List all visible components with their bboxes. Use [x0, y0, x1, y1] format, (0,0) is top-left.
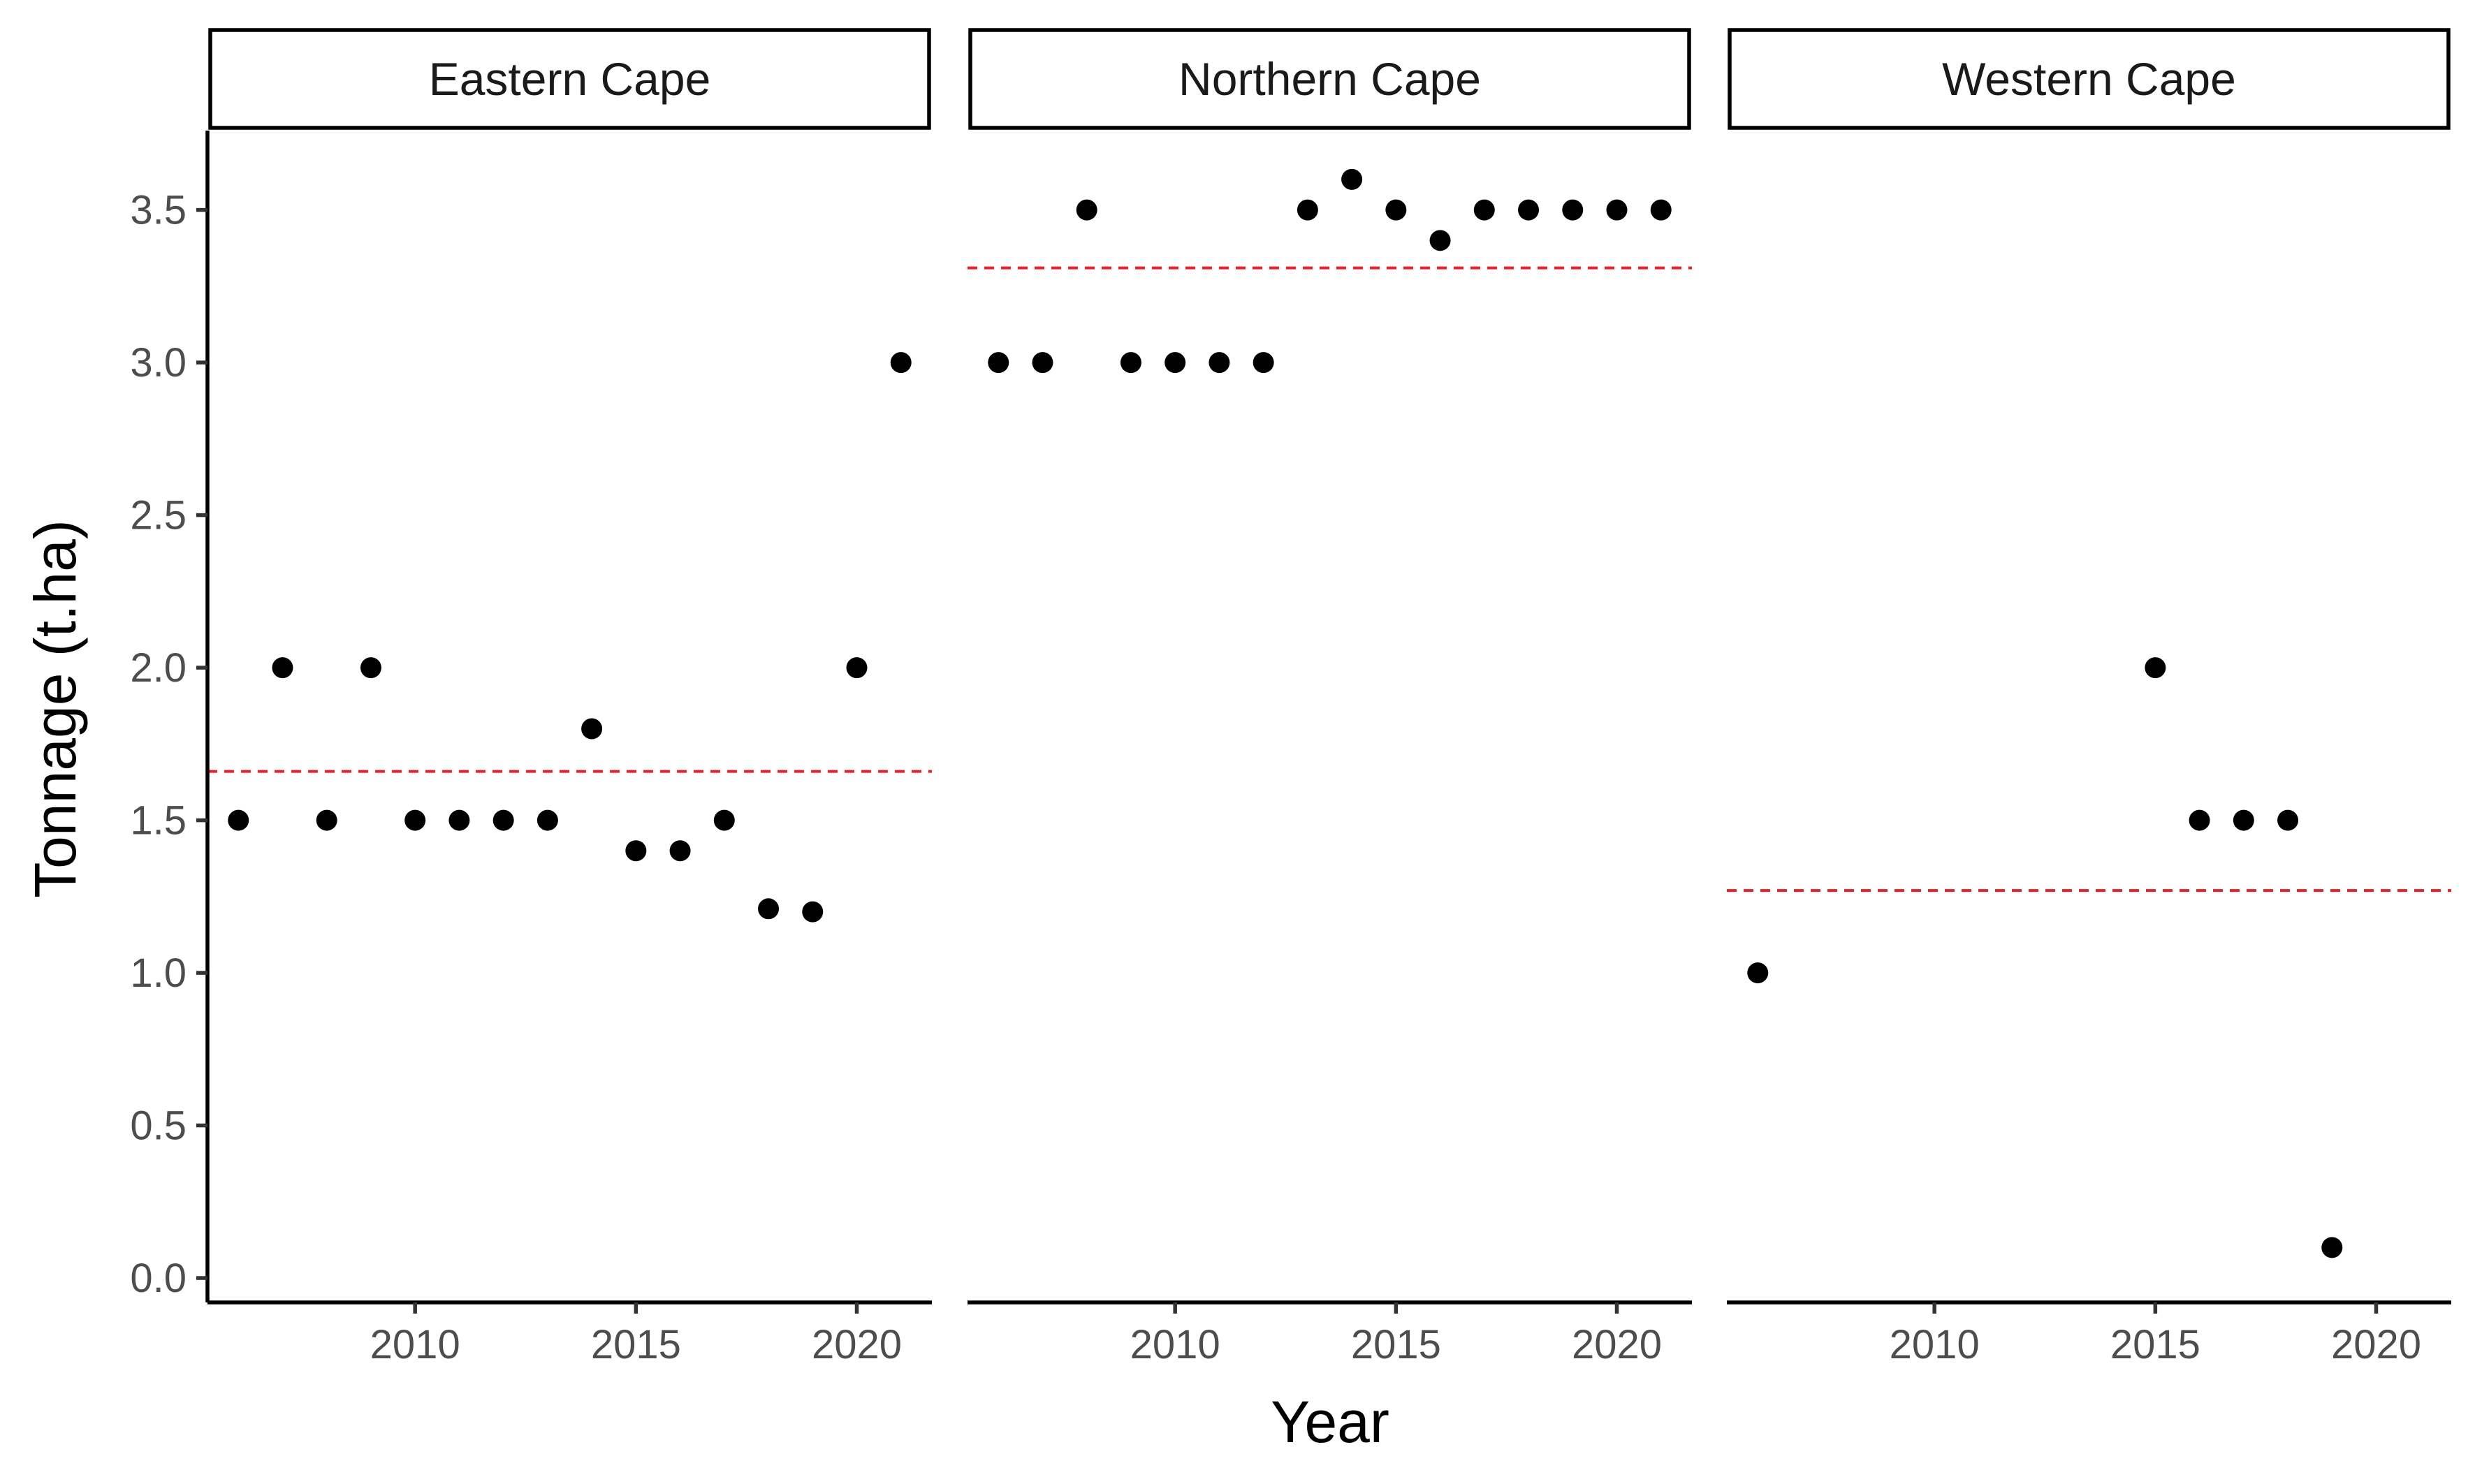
y-axis-title: Tonnage (t.ha) — [22, 520, 88, 898]
data-point — [360, 657, 381, 679]
data-point — [536, 809, 558, 831]
data-point — [581, 718, 603, 740]
facet-strip — [968, 28, 1691, 130]
x-tick-label: 2015 — [2110, 1322, 2200, 1367]
x-tick-label: 2020 — [2331, 1322, 2421, 1367]
data-point — [2145, 657, 2166, 679]
x-tick-label: 2015 — [591, 1322, 681, 1367]
y-axis: 0.0 0.5 1.0 1.5 2.0 2.5 3.0 3.5 — [130, 131, 210, 1302]
y-tick-label: 0.5 — [130, 1103, 187, 1149]
facet-strip — [1728, 28, 2451, 130]
data-point — [625, 840, 647, 862]
y-tick-label: 2.5 — [130, 493, 187, 538]
y-tick-label: 1.5 — [130, 798, 187, 844]
data-point — [1209, 352, 1230, 374]
data-point — [802, 901, 824, 923]
data-point — [1650, 199, 1672, 221]
data-point — [2277, 809, 2299, 831]
facet-title: Eastern Cape — [429, 53, 711, 105]
x-tick-label: 2015 — [1351, 1322, 1441, 1367]
x-tick-label: 2010 — [370, 1322, 460, 1367]
data-point — [1429, 230, 1451, 251]
data-point — [1747, 962, 1769, 984]
x-axis-title: Year — [1271, 1389, 1389, 1455]
data-point — [1076, 199, 1097, 221]
data-point — [1562, 199, 1584, 221]
data-point — [1518, 199, 1540, 221]
y-tick-label: 0.0 — [130, 1256, 187, 1301]
data-point — [1606, 199, 1628, 221]
data-point — [492, 809, 514, 831]
facet-panel-2: Western Cape 2010 2015 2020 — [1727, 28, 2451, 1367]
facet-panel-1: Northern Cape 2010 2015 2020 — [968, 28, 1692, 1367]
data-point — [1385, 199, 1407, 221]
data-point — [1297, 199, 1318, 221]
x-tick-label: 2020 — [1572, 1322, 1662, 1367]
data-point — [1253, 352, 1274, 374]
data-point — [1032, 352, 1053, 374]
data-point — [1165, 352, 1186, 374]
data-point — [988, 352, 1009, 374]
y-tick-label: 2.0 — [130, 645, 187, 691]
data-point — [2321, 1237, 2343, 1258]
x-tick-label: 2010 — [1890, 1322, 1980, 1367]
facet-panel-0: Eastern Cape 2010 2015 2020 — [207, 28, 932, 1367]
data-point — [1120, 352, 1141, 374]
facet-title: Northern Cape — [1178, 53, 1481, 105]
data-point — [228, 809, 249, 831]
data-point — [1341, 168, 1363, 190]
x-tick-label: 2010 — [1130, 1322, 1220, 1367]
facet-strip — [208, 28, 931, 130]
data-point — [448, 809, 470, 831]
data-point — [316, 809, 337, 831]
data-point — [669, 840, 691, 862]
y-tick-label: 3.0 — [130, 340, 187, 385]
data-point — [758, 898, 780, 920]
y-tick-label: 3.5 — [130, 188, 187, 233]
data-point — [713, 809, 735, 831]
data-point — [846, 657, 868, 679]
x-tick-label: 2020 — [812, 1322, 902, 1367]
data-point — [404, 809, 426, 831]
y-tick-label: 1.0 — [130, 950, 187, 996]
facet-panels: Eastern Cape 2010 2015 2020 Northern Cape 201… — [207, 28, 2451, 1367]
data-point — [1473, 199, 1495, 221]
data-point — [2233, 809, 2254, 831]
data-point — [272, 657, 293, 679]
data-point — [890, 352, 912, 374]
facet-title: Western Cape — [1942, 53, 2236, 105]
data-point — [2189, 809, 2210, 831]
